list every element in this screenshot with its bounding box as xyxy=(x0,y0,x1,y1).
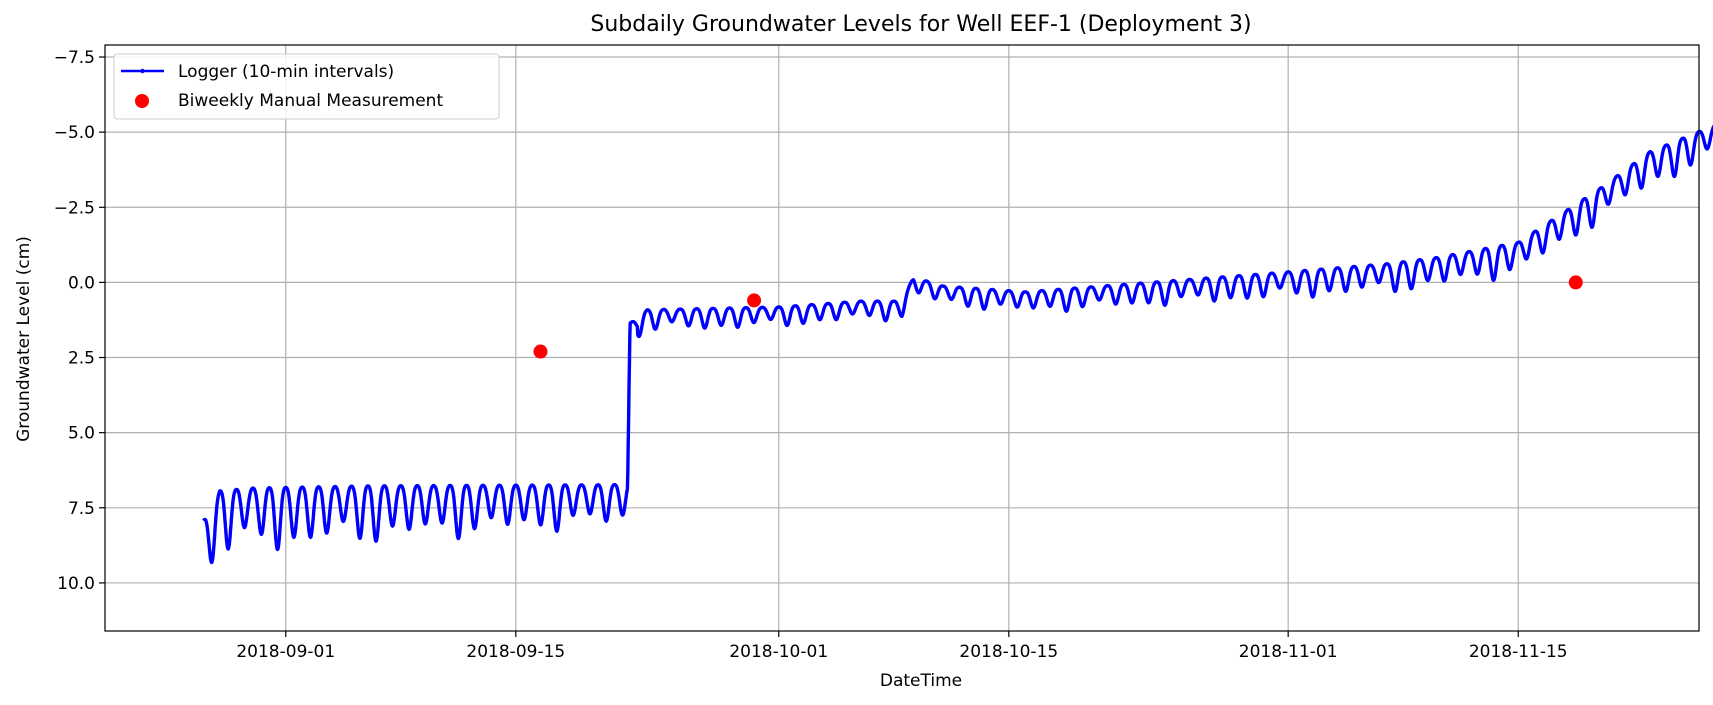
y-tick-label: 10.0 xyxy=(57,574,95,594)
legend: Logger (10-min intervals) Biweekly Manua… xyxy=(113,53,500,120)
x-tick-label: 2018-11-15 xyxy=(1469,642,1568,662)
tick-layer: 2018-09-01 2018-09-15 2018-10-01 2018-10-15… xyxy=(54,48,1568,662)
chart-title: Subdaily Groundwater Levels for Well EEF… xyxy=(590,12,1251,37)
y-tick-label: 5.0 xyxy=(68,424,95,444)
x-axis-title: DateTime xyxy=(880,671,962,691)
grid-layer xyxy=(105,45,1699,631)
y-tick-label: 0.0 xyxy=(68,273,95,293)
y-axis-title: Groundwater Level (cm) xyxy=(14,236,34,442)
legend-manual-marker-icon xyxy=(135,94,149,108)
y-tick-label: 2.5 xyxy=(68,349,95,369)
y-tick-label: −7.5 xyxy=(54,48,95,68)
legend-logger-marker-icon xyxy=(140,68,145,74)
manual-measurement-points xyxy=(533,275,1583,359)
manual-measurement-point xyxy=(747,293,762,308)
y-tick-label: −2.5 xyxy=(54,198,95,218)
legend-logger-label: Logger (10-min intervals) xyxy=(178,62,394,82)
x-tick-label: 2018-09-15 xyxy=(466,642,565,662)
legend-box xyxy=(113,53,500,120)
logger-line xyxy=(202,124,1713,565)
legend-manual-label: Biweekly Manual Measurement xyxy=(178,91,443,111)
manual-measurement-point xyxy=(1568,275,1583,290)
x-tick-label: 2018-11-01 xyxy=(1239,642,1338,662)
x-tick-label: 2018-10-15 xyxy=(959,642,1058,662)
y-tick-label: −5.0 xyxy=(54,123,95,143)
x-tick-label: 2018-10-01 xyxy=(729,642,828,662)
x-tick-label: 2018-09-01 xyxy=(236,642,335,662)
data-layer xyxy=(202,124,1713,565)
plot-frame xyxy=(104,44,1700,632)
y-tick-label: 7.5 xyxy=(68,499,95,519)
manual-measurement-point xyxy=(533,344,548,359)
